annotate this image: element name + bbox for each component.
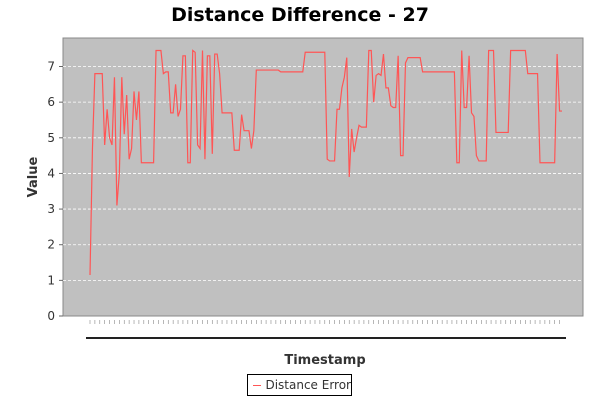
x-axis-label: Timestamp xyxy=(284,353,365,368)
y-axis: 0 1 2 3 4 5 6 7 xyxy=(47,60,63,323)
plot-area xyxy=(62,37,584,317)
x-axis xyxy=(86,320,566,339)
series-line-distance-error xyxy=(89,49,562,276)
y-tick-label: 6 xyxy=(47,95,55,109)
y-tick-label: 1 xyxy=(47,273,55,287)
gridlines xyxy=(63,66,583,281)
legend: Distance Error xyxy=(247,374,352,396)
y-tick-label: 3 xyxy=(47,202,55,216)
y-tick-label: 2 xyxy=(47,238,55,252)
chart-title: Distance Difference - 27 xyxy=(171,4,429,26)
y-tick-label: 4 xyxy=(47,166,55,180)
y-tick-label: 7 xyxy=(47,60,55,74)
y-axis-label: Value xyxy=(26,156,41,197)
y-tick-label: 0 xyxy=(47,309,55,323)
legend-swatch-icon xyxy=(253,384,262,386)
y-tick-label: 5 xyxy=(47,131,55,145)
legend-label: Distance Error xyxy=(265,378,351,392)
